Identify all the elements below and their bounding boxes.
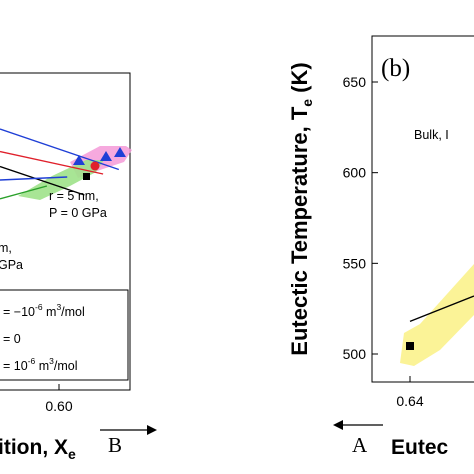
panel-a-series-line: [0, 128, 120, 171]
panel-a-arrow-head: [147, 425, 157, 435]
panel-b-frame: [371, 35, 474, 383]
panel-a-annotation-line: m,: [0, 241, 12, 255]
panel-b-y-tick-label: 550: [343, 255, 367, 271]
panel-a-frame: [0, 72, 131, 391]
panel-a-x-tick-label: 0.60: [45, 398, 72, 414]
panel-b-y-tick-label: 500: [343, 346, 367, 362]
panel-a-square-marker: [83, 173, 90, 180]
panel-b-y-ticks: 500 550 600 650: [343, 74, 378, 362]
panel-b-square-marker: [406, 342, 414, 350]
panel-a-circle-marker: [90, 161, 100, 171]
panel-b-y-axis-label: Eutectic Temperature, Te (K): [287, 62, 315, 355]
panel-b-x-tick-label: 0.64: [396, 393, 423, 409]
panel-b-axis-note: A: [352, 433, 368, 457]
panel-a-triangle-marker: [114, 147, 126, 157]
panel-a-legend: = −10-6 m3/mol = 0 = 10-6 m3/mol: [0, 289, 129, 381]
panel-a-x-axis-label: ition, Xe: [0, 436, 76, 462]
panel-a-series-line: [0, 150, 104, 175]
panel-b-arrow-head: [333, 420, 343, 430]
panel-a-triangle-marker: [73, 155, 85, 165]
panel-a-series-line: [0, 165, 85, 196]
panel-a-triangle-marker: [100, 151, 112, 161]
panel-a-annotation-line: r = 5 nm,: [49, 189, 99, 203]
panel-a-series-line: [0, 185, 48, 200]
panel-b-x-axis-label: Eutec: [391, 436, 449, 459]
panel-a-axis-note: B: [108, 433, 122, 457]
panel-b: 500 550 600 650 0.64 (b) Bulk, I Eutectic T…: [287, 35, 474, 459]
panel-a-series-line: [0, 176, 68, 181]
panel-a-annotation-line: P = 0 GPa: [49, 206, 107, 220]
panel-a-legend-entry: = 0: [3, 332, 21, 346]
panel-a: r = 5 nm, P = 0 GPa m, GPa = −10-6 m3/mo…: [0, 72, 157, 462]
panel-b-yellow-band: [400, 264, 474, 366]
panel-a-legend-entry: = 10-6 m3/mol: [3, 356, 78, 373]
panel-a-legend-frame: [0, 289, 129, 381]
panel-b-y-tick-label: 600: [343, 165, 367, 181]
panel-b-series-line: [409, 295, 474, 323]
panel-a-legend-entry: = −10-6 m3/mol: [3, 302, 85, 319]
panel-b-label: (b): [381, 55, 410, 82]
panel-b-series: [409, 295, 474, 323]
panel-b-annotation: Bulk, I: [414, 128, 449, 142]
panel-a-annotation-line: GPa: [0, 258, 23, 272]
panel-b-y-tick-label: 650: [343, 74, 367, 90]
panel-a-series: [0, 128, 120, 200]
